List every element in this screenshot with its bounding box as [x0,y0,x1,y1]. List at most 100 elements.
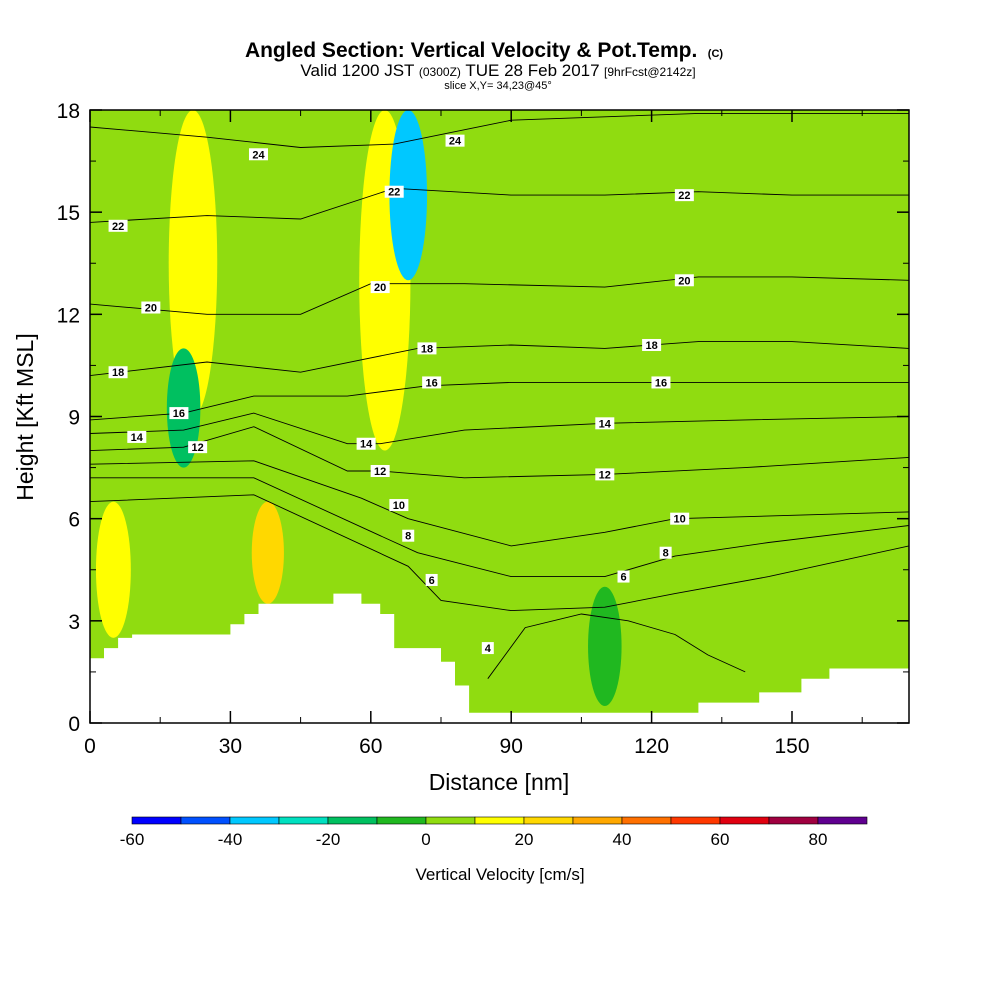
colorbar-swatch [474,816,525,825]
theta-contour-18 [90,341,909,377]
contour-label: 22 [678,190,690,202]
x-tick-label: 120 [634,735,669,758]
colorbar-swatch [670,816,721,825]
contour-label: 24 [449,136,462,148]
theta-contour-22 [90,187,909,223]
contour-label-box [425,573,438,586]
contour-label: 16 [655,377,667,389]
contour-label: 14 [360,439,373,451]
velocity-background [90,110,909,723]
contour-label: 6 [620,572,626,584]
colorbar-tick-label: 80 [809,830,828,849]
contour-label: 12 [374,466,386,478]
contour-label: 10 [674,514,686,526]
contour-label-box [127,430,147,443]
contour-label-box [141,301,161,314]
terrain-mask [90,593,909,723]
contour-label-box [384,185,404,198]
theta-contour-14 [90,412,909,445]
chart-subtitle: Valid 1200 JST (0300Z) TUE 28 Feb 2017 [… [300,61,695,80]
colorbar: -60 -40 -20 0 20 40 60 80 [120,816,868,849]
theta-contour-20 [90,276,909,315]
contour-label-box [651,376,671,389]
colorbar-swatch [131,816,182,825]
colorbar-swatch [229,816,280,825]
colorbar-tick-label: 40 [613,830,632,849]
velocity-feature-5 [251,501,284,604]
contour-label: 8 [405,531,411,543]
contour-label: 16 [173,408,185,420]
contour-labels: 24 24 22 22 22 20 20 20 18 18 18 16 16 16 14 14 14 12 12 12… [108,134,694,655]
contour-label: 14 [599,418,612,430]
contour-label-box [617,570,630,583]
theta-contour-6 [90,494,909,612]
contour-label-box [389,499,409,512]
colorbar-swatch [376,816,427,825]
slice-label: slice X,Y= 34,23@45° [444,80,552,92]
contour-label: 8 [663,548,669,560]
contour-label: 18 [112,367,124,379]
contour-label: 22 [112,221,124,233]
contour-label-box [356,437,376,450]
x-axis-title: Distance [nm] [429,769,570,795]
contour-label-box [402,529,415,542]
contour-label: 20 [678,275,690,287]
plot-area: 24 24 22 22 22 20 20 20 18 18 18 16 16 16 14 14 14 12 12 12… [90,110,909,723]
y-tick-label: 18 [57,100,80,123]
contour-label-box [188,441,208,454]
x-tick-label: 60 [359,735,382,758]
contour-label-box [370,464,390,477]
y-axis-title: Height [Kft MSL] [12,333,38,500]
terrain [90,593,909,723]
colorbar-swatch [425,816,476,825]
velocity-feature-0 [168,110,218,417]
y-tick-label: 9 [68,407,80,430]
contour-label: 20 [374,282,386,294]
velocity-feature-4 [95,501,131,638]
velocity-feature-2 [389,110,428,281]
y-tick-label: 0 [68,713,80,736]
contour-label: 18 [645,340,657,352]
x-tick-label: 30 [219,735,242,758]
contour-label-box [108,366,128,379]
theta-contour-10 [90,460,909,547]
colorbar-swatch [719,816,770,825]
theta-contour-4 [487,613,746,679]
contour-label: 24 [252,149,265,161]
contour-label: 10 [393,500,405,512]
y-axis: 0 3 6 9 12 15 18 [57,100,909,736]
theta-contour-8 [90,477,909,578]
contour-label: 20 [145,303,157,315]
contour-label-box [595,417,615,430]
contour-label: 6 [429,575,435,587]
contour-label: 18 [421,343,433,355]
contour-label-box [422,376,442,389]
contour-label-box [417,342,437,355]
contour-label-box [108,219,128,232]
contour-label-box [674,189,694,202]
y-tick-label: 3 [68,611,80,634]
contour-label: 16 [426,377,438,389]
contour-label-box [670,512,690,525]
colorbar-title: Vertical Velocity [cm/s] [415,865,584,884]
y-tick-label: 15 [57,202,80,225]
colorbar-tick-label: -20 [316,830,341,849]
x-tick-label: 90 [500,735,523,758]
contour-label-box [169,407,189,420]
contour-label: 12 [599,469,611,481]
contour-label-box [248,148,268,161]
contour-label-box [370,281,390,294]
contour-label-box [445,134,465,147]
colorbar-tick-label: -60 [120,830,145,849]
colorbar-swatch [572,816,623,825]
contour-label-box [659,546,672,559]
colorbar-swatch [523,816,574,825]
contour-label-box [481,642,494,655]
contour-label-box [674,274,694,287]
x-axis: 0 30 60 90 120 150 [84,110,863,758]
contour-label: 12 [192,442,204,454]
colorbar-tick-label: 60 [711,830,730,849]
contour-label: 22 [388,187,400,199]
colorbar-tick-label: 20 [515,830,534,849]
